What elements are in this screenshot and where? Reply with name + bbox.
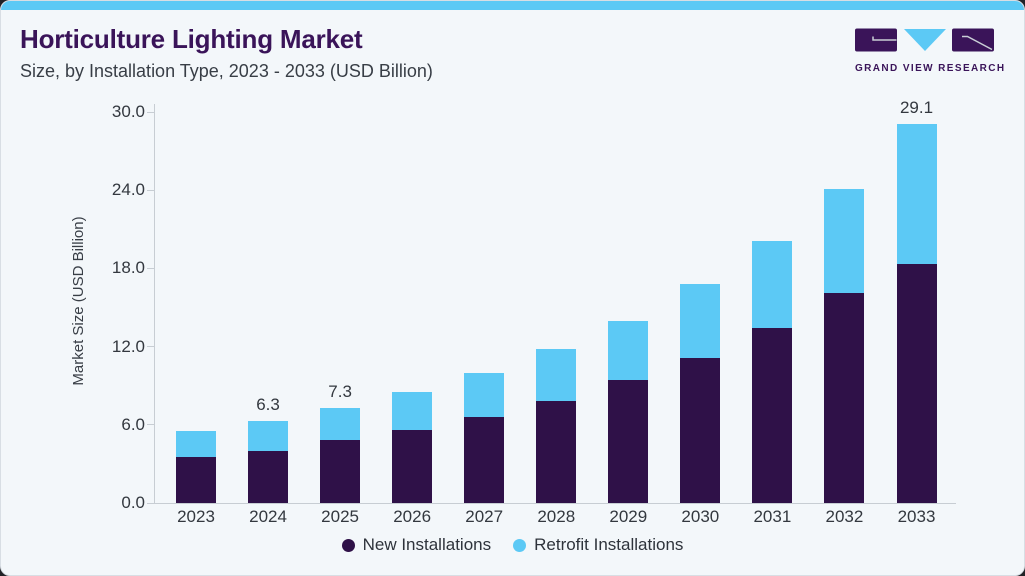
page-title: Horticulture Lighting Market: [20, 24, 363, 54]
bar-retrofit-2029: [608, 320, 649, 381]
grand-view-research-logo: GRAND VIEW RESEARCH: [855, 28, 1006, 74]
y-tick-mark: [147, 267, 154, 269]
y-tick-mark: [147, 189, 154, 191]
bar-new-2033: [896, 264, 937, 503]
gvr-logo-icon: [855, 28, 994, 52]
x-tick-label-2023: 2023: [177, 507, 215, 526]
bar-retrofit-2024: [248, 420, 289, 451]
bar-new-2025: [320, 440, 361, 503]
bar-new-2029: [608, 380, 649, 503]
x-tick-label-2025: 2025: [321, 507, 359, 526]
bar-retrofit-2023: [176, 431, 216, 458]
x-tick-label-2031: 2031: [753, 507, 792, 526]
y-tick-label: 0.0: [121, 493, 145, 512]
bar-total-label-2033: 29.1: [899, 97, 934, 117]
chart-header: Horticulture Lighting Market Size, by In…: [20, 25, 433, 82]
x-tick-label-2033: 2033: [897, 507, 936, 526]
y-tick-mark: [147, 502, 154, 504]
x-tick-label-2026: 2026: [393, 507, 432, 526]
legend-dot-icon: [513, 538, 527, 552]
y-tick-label: 30.0: [111, 102, 145, 121]
bar-new-2026: [392, 430, 433, 503]
bar-retrofit-2030: [680, 284, 721, 359]
x-tick-label-2032: 2032: [825, 507, 864, 526]
x-tick-label-2029: 2029: [609, 507, 648, 526]
y-axis-title: Market Size (USD Billion): [70, 216, 87, 386]
bar-retrofit-2025: [320, 407, 361, 441]
bar-retrofit-2027: [464, 372, 505, 417]
legend-label: New Installations: [362, 535, 492, 554]
y-tick-label: 24.0: [111, 180, 145, 200]
chart-legend: New Installations Retrofit Installations: [1, 535, 1024, 555]
y-tick-label: 6.0: [121, 414, 145, 434]
legend-item-retrofit-installations: Retrofit Installations: [513, 535, 683, 555]
bar-retrofit-2031: [752, 241, 793, 329]
y-tick-mark: [147, 346, 154, 348]
y-tick-mark: [147, 424, 154, 426]
legend-label: Retrofit Installations: [534, 535, 684, 554]
bar-retrofit-2028: [536, 349, 577, 402]
x-axis-line: [154, 503, 956, 504]
bar-retrofit-2032: [824, 188, 865, 294]
page-subtitle: Size, by Installation Type, 2023 - 2033 …: [20, 60, 433, 81]
legend-item-new-installations: New Installations: [341, 535, 492, 555]
x-tick-label-2027: 2027: [465, 507, 504, 526]
logo-text: GRAND VIEW RESEARCH: [855, 63, 1006, 74]
bar-total-label-2025: 7.3: [328, 381, 352, 401]
x-tick-label-2024: 2024: [249, 507, 287, 526]
y-axis-line: [154, 104, 155, 503]
y-tick-label: 18.0: [111, 258, 145, 278]
bar-new-2031: [752, 328, 793, 503]
bar-new-2032: [824, 293, 865, 503]
bar-new-2024: [248, 450, 289, 503]
bar-new-2028: [536, 401, 577, 503]
bar-total-label-2024: 6.3: [256, 394, 280, 414]
bar-new-2027: [464, 416, 505, 503]
top-accent-bar: [1, 1, 1024, 10]
x-tick-label-2030: 2030: [681, 507, 720, 526]
legend-dot-icon: [341, 538, 355, 552]
bar-retrofit-2033: [896, 123, 937, 265]
x-tick-label-2028: 2028: [537, 507, 576, 526]
y-tick-label: 12.0: [111, 336, 145, 356]
bar-retrofit-2026: [392, 392, 433, 430]
bar-new-2023: [176, 457, 216, 503]
bar-new-2030: [680, 358, 721, 503]
y-tick-mark: [147, 111, 154, 113]
